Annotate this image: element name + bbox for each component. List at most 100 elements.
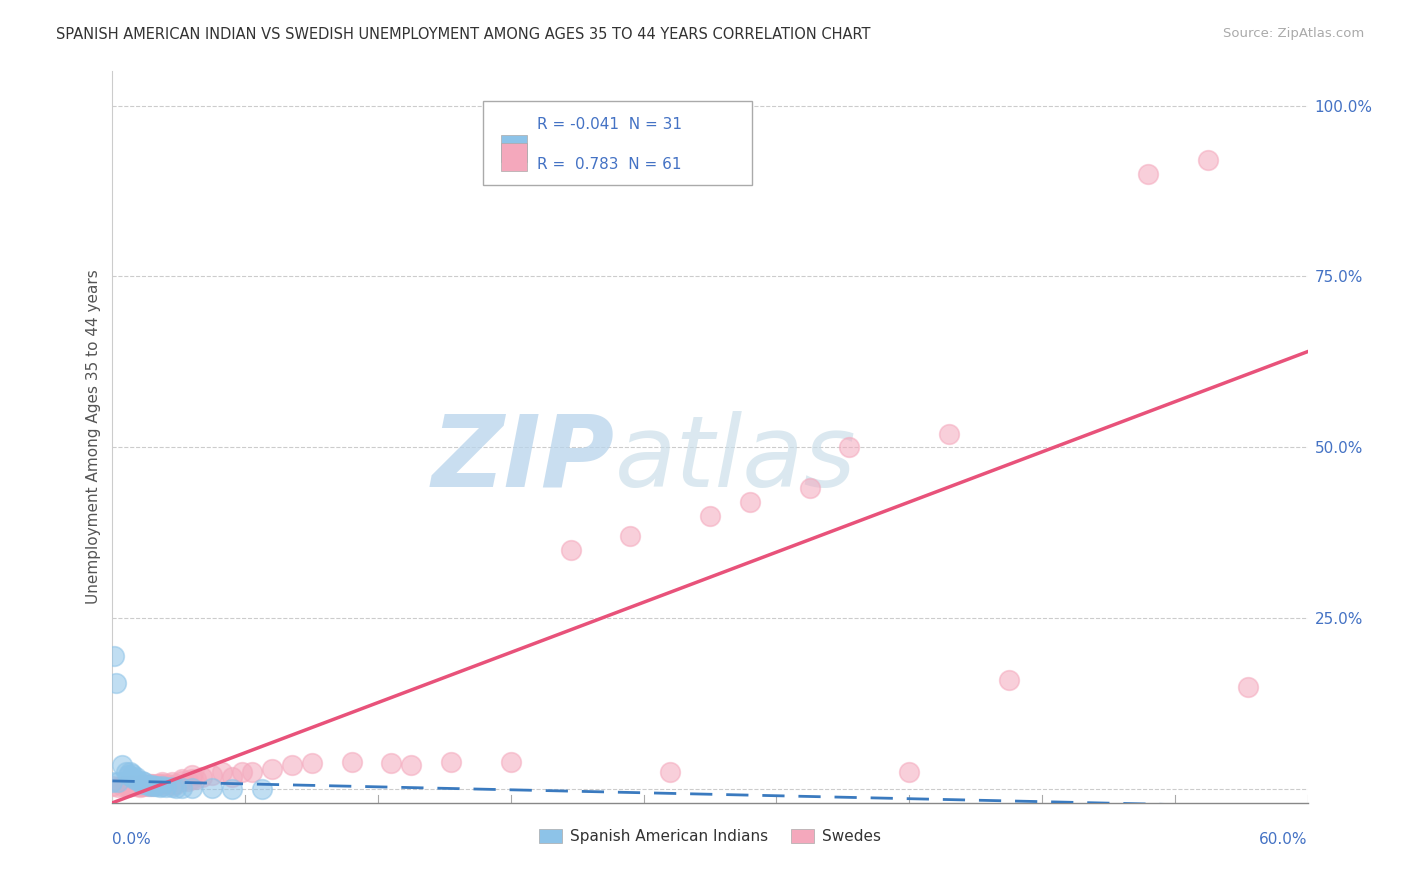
Text: atlas: atlas xyxy=(614,410,856,508)
Point xyxy=(172,780,194,795)
Point xyxy=(401,758,423,772)
Point xyxy=(619,529,641,543)
Point xyxy=(101,775,124,789)
Point xyxy=(150,780,173,794)
Point xyxy=(172,773,194,788)
Point xyxy=(150,777,173,791)
Text: SPANISH AMERICAN INDIAN VS SWEDISH UNEMPLOYMENT AMONG AGES 35 TO 44 YEARS CORREL: SPANISH AMERICAN INDIAN VS SWEDISH UNEMP… xyxy=(56,27,870,42)
Point xyxy=(181,768,204,782)
Point xyxy=(177,773,200,788)
Point xyxy=(143,780,166,794)
Point xyxy=(148,778,170,792)
Point xyxy=(1237,680,1260,694)
Point xyxy=(107,775,129,789)
Text: Source: ZipAtlas.com: Source: ZipAtlas.com xyxy=(1223,27,1364,40)
Point xyxy=(898,765,921,780)
Point xyxy=(181,772,204,786)
Point xyxy=(340,755,363,769)
Point xyxy=(149,780,172,794)
Point xyxy=(101,779,124,793)
Point xyxy=(560,542,582,557)
Legend: Spanish American Indians, Swedes: Spanish American Indians, Swedes xyxy=(533,822,887,850)
Point xyxy=(499,755,522,769)
Point xyxy=(149,777,172,791)
Point xyxy=(125,780,148,794)
Point xyxy=(240,765,263,780)
Point xyxy=(121,770,143,784)
Point xyxy=(1137,167,1160,181)
Point xyxy=(138,779,160,793)
Point xyxy=(135,778,157,792)
Point xyxy=(111,758,134,772)
Point xyxy=(125,770,148,784)
Point xyxy=(221,782,243,797)
Point xyxy=(131,777,153,791)
Point xyxy=(107,780,129,794)
Y-axis label: Unemployment Among Ages 35 to 44 years: Unemployment Among Ages 35 to 44 years xyxy=(86,269,101,605)
Point xyxy=(129,780,152,794)
Point xyxy=(659,765,682,780)
Text: ZIP: ZIP xyxy=(432,410,614,508)
Point xyxy=(115,765,138,780)
Point xyxy=(145,779,167,793)
Point xyxy=(738,495,761,509)
Point xyxy=(145,777,167,791)
Point xyxy=(120,765,142,780)
Point xyxy=(172,772,194,786)
Bar xyxy=(501,143,527,171)
Point xyxy=(131,773,153,788)
Point xyxy=(191,770,214,784)
Point xyxy=(124,772,146,786)
Point xyxy=(301,756,323,771)
Text: R =  0.783  N = 61: R = 0.783 N = 61 xyxy=(537,157,682,172)
Point xyxy=(838,440,860,454)
Point xyxy=(162,775,183,789)
Point xyxy=(127,773,149,788)
Point xyxy=(134,780,156,794)
Point xyxy=(105,676,128,690)
Point xyxy=(117,780,139,794)
Point xyxy=(998,673,1021,687)
Point xyxy=(211,765,233,780)
Point xyxy=(117,768,139,782)
Point xyxy=(799,481,821,495)
Text: 0.0%: 0.0% xyxy=(112,832,152,847)
Point xyxy=(260,762,283,776)
Point xyxy=(186,772,208,786)
Point xyxy=(221,770,243,784)
Point xyxy=(111,780,134,794)
Point xyxy=(157,777,180,791)
Point xyxy=(201,768,224,782)
Point xyxy=(181,781,204,796)
Point xyxy=(231,765,253,780)
Point xyxy=(141,777,163,791)
Point xyxy=(201,781,224,796)
Point xyxy=(127,779,149,793)
FancyBboxPatch shape xyxy=(484,101,752,185)
Point xyxy=(141,778,163,792)
Point xyxy=(131,779,153,793)
Point xyxy=(121,778,143,792)
Point xyxy=(134,775,156,789)
Point xyxy=(938,426,960,441)
Point xyxy=(150,775,173,789)
Point xyxy=(165,777,187,791)
Point xyxy=(139,777,162,791)
Point xyxy=(155,780,177,794)
Point xyxy=(699,508,721,523)
Point xyxy=(162,778,183,792)
Text: 60.0%: 60.0% xyxy=(1260,832,1308,847)
Point xyxy=(138,778,160,792)
Point xyxy=(103,648,125,663)
Point xyxy=(141,779,163,793)
Point xyxy=(121,767,143,781)
Point xyxy=(440,755,463,769)
Point xyxy=(131,777,153,791)
Point xyxy=(250,782,273,797)
Point xyxy=(120,779,142,793)
Text: R = -0.041  N = 31: R = -0.041 N = 31 xyxy=(537,117,682,132)
Point xyxy=(165,780,187,795)
Bar xyxy=(501,135,527,162)
Point xyxy=(139,779,162,793)
Point xyxy=(380,756,402,771)
